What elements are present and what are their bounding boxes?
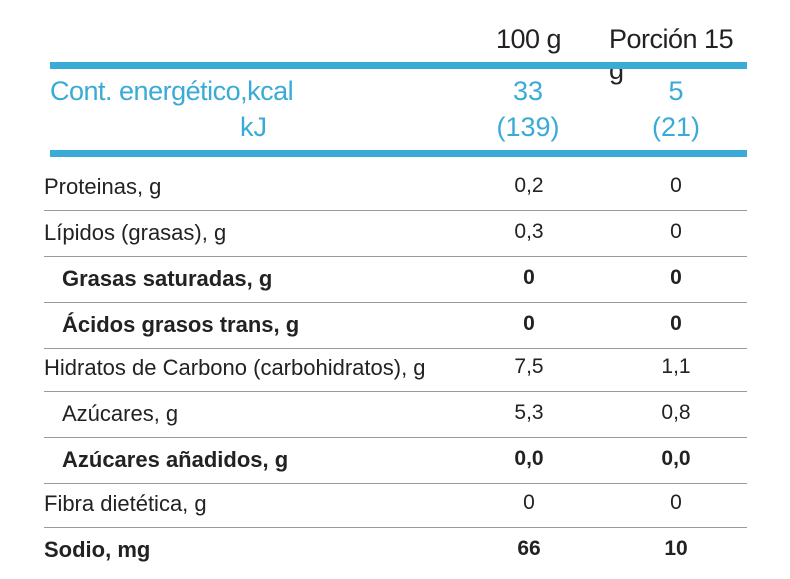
row-value-portion: 0,8	[661, 401, 691, 424]
row-value-portion: 0	[670, 312, 682, 335]
energy-label: Cont. energético,kcal	[50, 76, 294, 106]
row-label: Grasas saturadas, g	[62, 266, 273, 291]
row-value-100g: 0,2	[514, 174, 544, 197]
row-label: Azúcares, g	[62, 401, 179, 426]
table-row: Fibra dietética, g 0 0	[44, 481, 747, 528]
row-label: Sodio, mg	[44, 537, 151, 562]
row-label: Proteinas, g	[44, 174, 162, 199]
table-row: Proteinas, g 0,2 0	[44, 164, 747, 211]
accent-bar-bottom	[50, 150, 747, 157]
energy-kj-100g: (139)	[496, 112, 560, 142]
row-label: Fibra dietética, g	[44, 491, 207, 516]
nutrition-table: 100 g Porción 15 g Cont. energético,kcal…	[44, 0, 747, 579]
energy-sublabel: kJ	[240, 112, 267, 142]
row-value-portion: 0	[670, 266, 682, 289]
row-value-100g: 0	[523, 312, 535, 335]
table-row: Ácidos grasos trans, g 0 0	[44, 302, 747, 349]
row-value-portion: 10	[664, 537, 688, 560]
header-portion: Porción 15 g	[609, 24, 734, 85]
row-value-100g: 0,0	[514, 447, 544, 470]
row-value-100g: 0	[523, 491, 535, 514]
energy-kcal-100g: 33	[512, 76, 544, 106]
table-row: Lípidos (grasas), g 0,3 0	[44, 210, 747, 257]
table-row: Hidratos de Carbono (carbohidratos), g 7…	[44, 345, 747, 392]
row-value-portion: 0	[670, 491, 682, 514]
row-value-100g: 7,5	[514, 355, 544, 378]
row-value-100g: 0,3	[514, 220, 544, 243]
row-label: Hidratos de Carbono (carbohidratos), g	[44, 355, 426, 380]
row-value-100g: 5,3	[514, 401, 544, 424]
energy-kj-portion: (21)	[651, 112, 700, 142]
row-value-portion: 0,0	[661, 447, 691, 470]
row-value-portion: 1,1	[661, 355, 691, 378]
row-value-100g: 66	[517, 537, 541, 560]
energy-kcal-portion: 5	[668, 76, 684, 106]
accent-bar-top	[50, 62, 747, 69]
row-value-portion: 0	[670, 220, 682, 243]
table-row: Grasas saturadas, g 0 0	[44, 256, 747, 303]
table-row: Azúcares, g 5,3 0,8	[44, 391, 747, 438]
row-value-portion: 0	[670, 174, 682, 197]
row-label: Lípidos (grasas), g	[44, 220, 227, 245]
table-row: Azúcares añadidos, g 0,0 0,0	[44, 437, 747, 484]
row-value-100g: 0	[523, 266, 535, 289]
row-label: Azúcares añadidos, g	[62, 447, 289, 472]
header-100g: 100 g	[496, 24, 562, 54]
table-row: Sodio, mg 66 10	[44, 527, 747, 573]
row-label: Ácidos grasos trans, g	[62, 312, 300, 337]
